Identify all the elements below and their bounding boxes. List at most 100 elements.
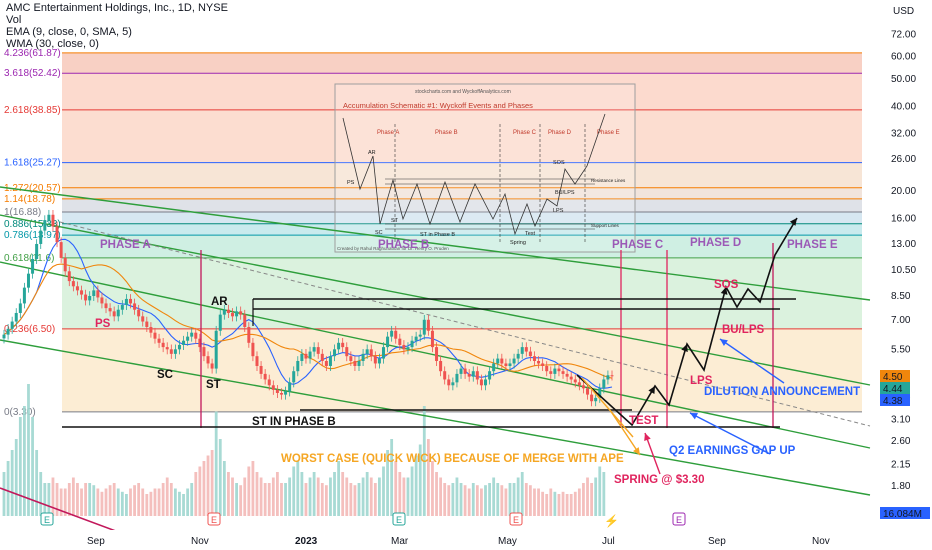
candle-body [2, 334, 6, 339]
volume-bar [504, 488, 508, 516]
earnings-badge-label: E [396, 515, 402, 525]
wma-indicator-label[interactable]: WMA (30, close, 0) [6, 38, 99, 50]
price-badge [880, 382, 910, 394]
ema-line [3, 238, 613, 389]
phase-label: PHASE B [378, 239, 429, 251]
wyckoff-schematic-inset: stockcharts.com and WyckoffAnalytics.com… [334, 83, 636, 253]
time-axis[interactable]: Sep Nov 2023 Mar May Jul Sep Nov [0, 530, 872, 550]
volume-bar [500, 485, 504, 516]
worst-case-line [609, 409, 641, 456]
candle-body [341, 342, 345, 348]
candle-body [598, 388, 602, 398]
volume-bar [255, 472, 259, 516]
candle-body [443, 371, 447, 380]
volume-bar [51, 477, 55, 516]
candle-body [381, 347, 385, 359]
arrowhead [720, 287, 728, 295]
candle-body [153, 332, 157, 339]
volume-bar [47, 483, 51, 516]
wma-line [3, 263, 613, 379]
candle-body [141, 316, 145, 322]
candle-body [173, 349, 177, 354]
time-tick: 2023 [295, 536, 318, 547]
candle-body [186, 336, 190, 341]
volume-bar [602, 472, 606, 516]
volume-bar [125, 494, 128, 516]
volume-bar [129, 488, 132, 516]
currency-label: USD [893, 6, 914, 17]
event-label: PS [95, 318, 111, 330]
fib-band [62, 52, 862, 74]
candle-body [537, 360, 541, 364]
candle-body [577, 382, 581, 386]
candle-body [528, 351, 532, 357]
volume-bar [443, 483, 447, 516]
volume-bar [361, 477, 365, 516]
spring-label: SPRING @ $3.30 [614, 474, 704, 486]
candle-body [39, 230, 43, 244]
channel-line [0, 339, 871, 496]
volume-bar [235, 483, 238, 516]
price-tick: 2.15 [891, 459, 911, 470]
inset-phase-label: Phase A [377, 130, 399, 136]
candle-body [361, 353, 365, 361]
earnings-badge-label: E [513, 515, 519, 525]
volume-bar [349, 483, 353, 516]
price-tick: 32.00 [891, 129, 916, 140]
price-badge-label: 4.50 [883, 372, 903, 383]
candle-body [369, 349, 373, 357]
volume-bar [288, 477, 292, 516]
event-label: SOS [714, 279, 739, 291]
candle-body [296, 360, 300, 372]
candlesticks [2, 209, 614, 407]
inset-phase-label: Phase B [435, 130, 458, 136]
volume-bar [31, 417, 34, 516]
candle-body [202, 347, 206, 357]
phase-label: PHASE C [612, 239, 663, 251]
inset-price-path [342, 113, 606, 236]
price-axis[interactable]: USD 72.00 60.00 50.00 40.00 32.00 26.00 20.00 16… [872, 0, 932, 550]
vol-indicator-label[interactable]: Vol [6, 14, 22, 26]
inset-event-label: LPS [553, 208, 564, 214]
candle-body [320, 353, 324, 361]
price-tick: 3.10 [891, 415, 911, 426]
volume-bar [63, 488, 67, 516]
ema-indicator-label[interactable]: EMA (9, close, 0, SMA, 5) [6, 26, 132, 38]
time-tick: Jul [602, 536, 615, 547]
volume-bar [369, 477, 373, 516]
volume-bar [492, 477, 496, 516]
candle-body [504, 363, 508, 366]
candle-body [557, 368, 561, 372]
volume-bar [467, 488, 471, 516]
volume-bar [398, 472, 402, 516]
volume-bar [227, 472, 230, 516]
candle-body [488, 371, 492, 380]
volume-bar [43, 483, 47, 516]
inset-event-label: ST [391, 218, 399, 224]
candle-body [96, 290, 100, 298]
volume-bar [528, 485, 532, 516]
inset-title: Accumulation Schematic #1: Wyckoff Event… [343, 101, 533, 110]
volume-bar [447, 485, 451, 516]
candle-body [561, 371, 565, 374]
candle-body [80, 290, 84, 295]
inset-event-label: ST in Phase B [420, 232, 455, 238]
price-tick: 60.00 [891, 52, 916, 63]
candle-body [231, 312, 235, 317]
inset-event-label: SC [375, 230, 383, 236]
volume-bar [222, 461, 226, 516]
candle-body [88, 296, 92, 301]
volume-bar [337, 461, 341, 516]
candle-body [218, 314, 222, 331]
earnings-arrow [689, 412, 771, 455]
price-tick: 72.00 [891, 29, 916, 40]
price-tick: 2.60 [891, 436, 911, 447]
volume-bar [426, 439, 430, 516]
volume-bar [108, 485, 112, 516]
volume-bar [471, 483, 475, 516]
volume-bar [165, 477, 169, 516]
candle-body [500, 358, 504, 364]
inset-phase-label: Phase C [513, 130, 537, 136]
fib-label: 1.14(18.78) [4, 194, 55, 205]
